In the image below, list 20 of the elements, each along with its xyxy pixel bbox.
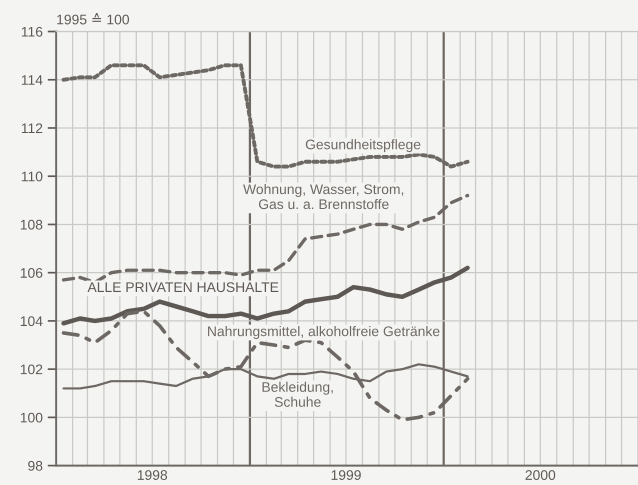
x-tick-label: 2000	[526, 470, 556, 480]
x-tick-label: 1999	[332, 470, 361, 480]
y-tick-label: 114	[22, 75, 43, 85]
y-tick-label: 100	[20, 412, 42, 423]
y-axis-title: 1995 ≙ 100	[57, 13, 130, 24]
y-tick-label: 110	[22, 172, 42, 182]
series-label: Bekleidung, Schuhe	[262, 382, 333, 407]
y-tick-label: 106	[20, 268, 42, 278]
y-tick-label: 116	[22, 26, 42, 37]
y-tick-label: 102	[20, 364, 42, 374]
y-tick-label: 104	[20, 316, 43, 326]
series-label: ALLE PRIVATEN HAUSHALTE	[87, 282, 278, 292]
series-label: Gesundheitspflege	[306, 139, 420, 152]
x-tick-label: 1998	[138, 470, 168, 480]
series-label: Wohnung, Wasser, Strom, Gas u. a. Brennstoffe	[243, 184, 404, 210]
line-series	[61, 266, 470, 326]
series-label: Nahrungsmittel, alkoholfreie Getränke	[208, 326, 440, 339]
y-tick-label: 108	[20, 220, 42, 230]
y-tick-label: 98	[28, 460, 42, 471]
y-tick-label: 112	[22, 123, 42, 134]
